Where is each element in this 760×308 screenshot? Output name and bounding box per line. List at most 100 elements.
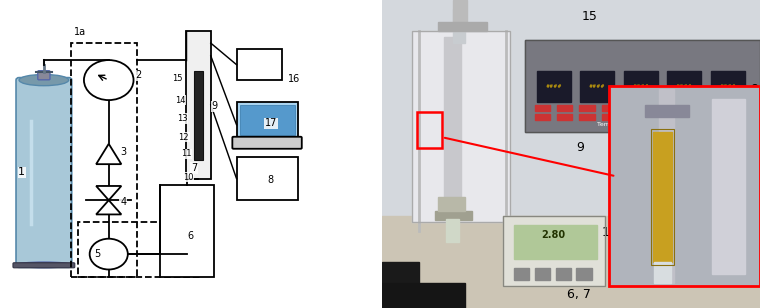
Polygon shape [667,71,701,102]
Text: 16: 16 [608,269,624,282]
Text: 9: 9 [212,101,218,111]
Text: 4: 4 [120,197,126,207]
Polygon shape [647,105,662,111]
Polygon shape [454,0,467,22]
Ellipse shape [19,75,68,86]
Text: 13: 13 [625,80,641,93]
Text: 12: 12 [179,132,189,142]
Text: 14: 14 [689,180,703,190]
Polygon shape [669,114,684,120]
Polygon shape [736,114,751,120]
Polygon shape [653,132,672,262]
Polygon shape [535,105,550,111]
Polygon shape [624,105,639,111]
FancyBboxPatch shape [186,31,211,179]
Text: 11: 11 [181,149,192,159]
Polygon shape [535,268,550,280]
Polygon shape [736,105,751,111]
Text: 16: 16 [288,74,300,83]
Polygon shape [711,99,745,274]
Text: 12: 12 [687,215,701,225]
Ellipse shape [16,262,71,268]
Polygon shape [624,114,639,120]
Polygon shape [645,105,689,117]
Polygon shape [579,105,594,111]
Polygon shape [446,219,459,242]
Polygon shape [382,262,420,308]
Polygon shape [609,86,760,286]
FancyBboxPatch shape [13,263,74,268]
Text: 15: 15 [173,74,183,83]
FancyBboxPatch shape [16,78,71,267]
Circle shape [84,60,134,100]
FancyBboxPatch shape [160,185,214,277]
Polygon shape [602,114,617,120]
Text: 7: 7 [191,163,197,173]
Polygon shape [659,89,673,283]
Text: 6: 6 [187,231,193,241]
Polygon shape [382,283,465,308]
Polygon shape [602,105,617,111]
Text: 17: 17 [265,118,277,128]
Polygon shape [557,105,572,111]
Polygon shape [691,114,706,120]
Text: ####: #### [546,84,562,89]
Polygon shape [439,197,465,211]
Text: 10: 10 [602,226,618,239]
Polygon shape [654,262,670,283]
Polygon shape [714,105,729,111]
FancyBboxPatch shape [236,157,298,200]
Polygon shape [580,71,614,102]
Polygon shape [514,225,597,259]
Polygon shape [435,211,473,220]
Text: 8: 8 [751,83,758,96]
Polygon shape [514,268,529,280]
Polygon shape [537,71,571,102]
Text: 15b: 15b [687,135,708,145]
FancyBboxPatch shape [38,71,50,80]
Text: 8: 8 [267,175,273,185]
Text: 6, 7: 6, 7 [567,288,591,301]
Text: 11: 11 [687,234,701,244]
Text: Temperature controller ZJP88: Temperature controller ZJP88 [597,122,689,127]
Circle shape [90,239,128,270]
Text: 5: 5 [94,249,101,259]
Text: 1: 1 [18,168,25,177]
Polygon shape [557,114,572,120]
Polygon shape [647,114,662,120]
Text: 9: 9 [576,141,584,154]
Polygon shape [711,71,745,102]
FancyBboxPatch shape [194,71,203,160]
Text: 10: 10 [183,172,194,182]
Polygon shape [525,40,760,132]
Polygon shape [576,268,591,280]
Polygon shape [97,186,122,200]
Polygon shape [444,37,461,216]
Text: 2.80: 2.80 [542,230,565,241]
Text: 2: 2 [135,71,141,80]
Polygon shape [579,114,594,120]
Polygon shape [624,71,658,102]
FancyBboxPatch shape [236,102,298,139]
Polygon shape [382,0,760,216]
Text: ####: #### [589,84,606,89]
Polygon shape [382,216,760,308]
FancyBboxPatch shape [239,105,295,136]
Polygon shape [714,114,729,120]
Polygon shape [535,114,550,120]
Text: ####: #### [720,84,736,89]
Text: 3: 3 [120,148,126,157]
FancyBboxPatch shape [236,49,282,80]
Text: ####: #### [632,84,649,89]
Polygon shape [669,105,684,111]
Text: 1a: 1a [74,27,87,37]
Text: 15: 15 [582,10,598,23]
Text: ####: #### [676,84,692,89]
Polygon shape [454,9,465,43]
Polygon shape [502,216,605,286]
Text: 13: 13 [176,114,187,123]
Polygon shape [97,144,122,164]
FancyBboxPatch shape [233,137,302,149]
Polygon shape [439,22,487,31]
Polygon shape [691,105,706,111]
